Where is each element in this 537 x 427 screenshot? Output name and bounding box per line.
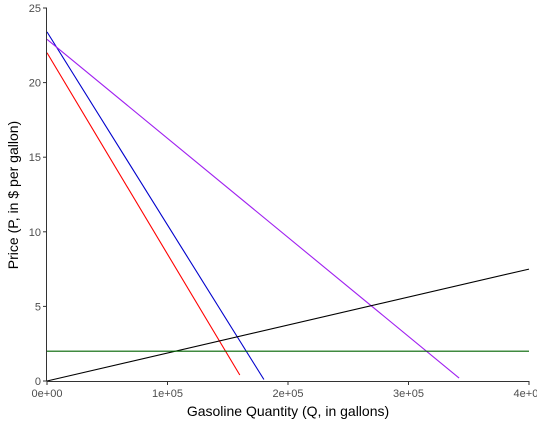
- x-tick-label: 3e+05: [393, 388, 424, 400]
- series-line-3: [46, 38, 460, 379]
- x-tick-label: 2e+05: [273, 388, 304, 400]
- y-tick-label: 10: [29, 227, 41, 239]
- y-tick-label: 0: [35, 376, 41, 388]
- x-tick-label: 4e+05: [514, 388, 537, 400]
- x-axis-title: Gasoline Quantity (Q, in gallons): [187, 403, 389, 419]
- y-axis-ticks: 0 5 10 15 20 25: [29, 3, 47, 388]
- x-tick-label: 1e+05: [152, 388, 183, 400]
- x-tick-label: 0e+00: [32, 388, 63, 400]
- y-axis-title: Price (P, in $ per gallon): [5, 121, 21, 269]
- y-tick-label: 20: [29, 78, 41, 90]
- series-line-2: [46, 31, 265, 380]
- x-axis-ticks: 0e+00 1e+05 2e+05 3e+05 4e+05: [32, 381, 537, 400]
- series-line-1: [46, 52, 241, 376]
- series-layer: [46, 31, 530, 382]
- y-tick-label: 15: [29, 152, 41, 164]
- y-tick-label: 25: [29, 3, 41, 15]
- series-line-4: [46, 268, 530, 382]
- y-tick-label: 5: [35, 301, 41, 313]
